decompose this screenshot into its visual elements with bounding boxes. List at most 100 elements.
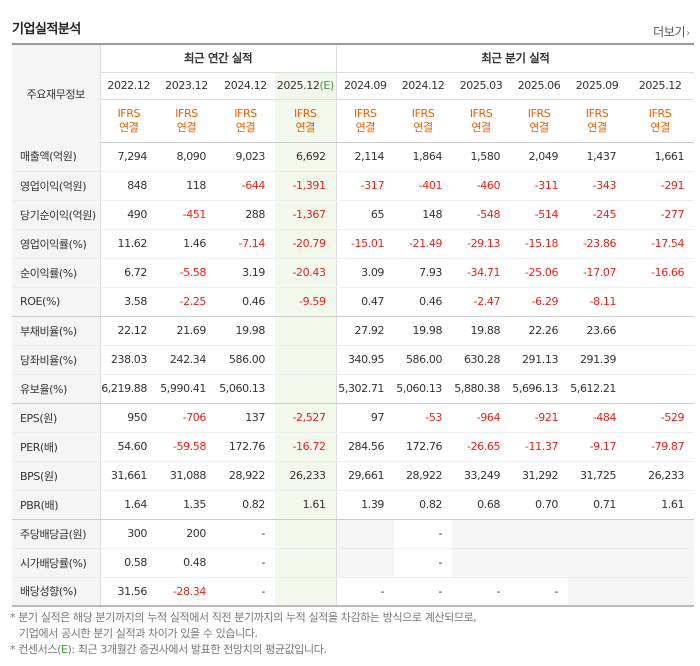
table-cell [275, 316, 337, 346]
table-cell: 5,060.13 [216, 374, 275, 404]
table-cell: 1.39 [335, 490, 395, 520]
table-cell: -20.43 [275, 258, 337, 288]
table-cell [626, 548, 695, 578]
period-label: 2022.12 [107, 79, 151, 92]
table-cell: 1,437 [568, 142, 627, 172]
ifrs-label: IFRS [411, 106, 435, 120]
ifrs-label: IFRS [353, 106, 377, 120]
ifrs-header: IFRS 연결 [335, 99, 395, 143]
table-cell: -2.25 [157, 287, 216, 317]
table-cell [626, 374, 695, 404]
consolidated-label: 연결 [235, 120, 256, 134]
row-label: 매출액(억원) [12, 142, 100, 172]
table-cell: 31,088 [157, 461, 216, 491]
table-cell: 118 [157, 171, 216, 201]
table-row: PER(배) 54.60 -59.58 172.76 -16.72 284.56 172.7… [12, 432, 695, 462]
table-cell: 0.82 [216, 490, 275, 520]
row-label: PBR(배) [12, 490, 100, 520]
table-cell: - [510, 577, 569, 607]
row-label: 영업이익률(%) [12, 229, 100, 259]
table-row: 주당배당금(원) 300 200- - [12, 519, 695, 549]
table-cell: 26,233 [626, 461, 695, 491]
table-cell: -26.65 [452, 432, 511, 462]
table-cell: 23.66 [568, 316, 627, 346]
table-cell: - [394, 548, 453, 578]
table-cell: -9.17 [568, 432, 627, 462]
table-cell: -514 [510, 200, 569, 230]
table-cell: 5,302.71 [335, 374, 395, 404]
table-cell: 28,922 [216, 461, 275, 491]
table-cell: 0.70 [510, 490, 569, 520]
table-cell: -34.71 [452, 258, 511, 288]
period-header: 2025.06 [510, 72, 569, 100]
table-cell: -17.07 [568, 258, 627, 288]
table-cell: 172.76 [216, 432, 275, 462]
table-cell: -451 [157, 200, 216, 230]
table-cell: 848 [99, 171, 157, 201]
more-link[interactable]: 더보기› [653, 23, 690, 40]
table-cell: 0.71 [568, 490, 627, 520]
table-cell: -6.29 [510, 287, 569, 317]
table-cell: 3.19 [216, 258, 275, 288]
footnote-1: * 분기 실적은 해당 분기까지의 누적 실적에서 직전 분기까지의 누적 실적… [10, 611, 477, 624]
more-label[interactable]: 더보기 [653, 25, 686, 39]
table-cell: 300 [99, 519, 157, 549]
table-cell: -7.14 [216, 229, 275, 259]
table-cell: 630.28 [452, 345, 511, 375]
table-cell: 148 [394, 200, 453, 230]
table-cell: 27.92 [335, 316, 395, 346]
table-cell: 284.56 [335, 432, 395, 462]
table-cell: 288 [216, 200, 275, 230]
table-cell: -1,391 [275, 171, 337, 201]
period-header: 2024.09 [335, 72, 395, 100]
ifrs-header: IFRS 연결 [452, 99, 511, 143]
table-cell: -2,527 [275, 403, 337, 433]
chevron-right-icon[interactable]: › [686, 28, 690, 39]
table-cell: -8.11 [568, 287, 627, 317]
table-row: BPS(원) 31,661 31,088 28,922 26,233 29,661 28,9… [12, 461, 695, 491]
consolidated-label: 연결 [413, 120, 433, 134]
table-cell: -53 [394, 403, 453, 433]
ifrs-label: IFRS [648, 106, 672, 120]
footnote-3-prefix: * 컨센서스( [10, 643, 61, 656]
table-row: ROE(%) 3.58 -2.25 0.46 -9.59 0.47 0.46 -2.47 -6.… [12, 287, 695, 317]
footnote-2: 기업에서 공시한 분기 실적과 차이가 있을 수 있습니다. [19, 627, 258, 640]
ifrs-header: IFRS 연결 [99, 99, 157, 143]
table-cell: 21.69 [157, 316, 216, 346]
table-cell: 7.93 [394, 258, 453, 288]
table-cell: 291.13 [510, 345, 569, 375]
table-cell: - [394, 519, 453, 549]
ifrs-header: IFRS 연결 [157, 99, 216, 143]
ifrs-header: IFRS 연결 [275, 99, 337, 143]
table-cell: -2.47 [452, 287, 511, 317]
table-cell: 31,725 [568, 461, 627, 491]
consolidated-label: 연결 [529, 120, 549, 134]
table-cell: -311 [510, 171, 569, 201]
table-row: 매출액(억원) 7,294 8,090 9,023 6,692 2,114 1,864 1,5… [12, 142, 695, 172]
table-row: 당좌비율(%) 238.03 242.34 586.00 340.95 586.00 630… [12, 345, 695, 375]
period-header: 2025.09 [568, 72, 627, 100]
table-cell: - [335, 577, 395, 607]
table-cell: 31,292 [510, 461, 569, 491]
period-header: 2025.03 [452, 72, 511, 100]
consolidated-label: 연결 [295, 120, 316, 134]
period-label: 2025.12 [276, 79, 320, 92]
ifrs-label: IFRS [469, 106, 493, 120]
consolidated-label: 연결 [587, 120, 607, 134]
table-cell: 7,294 [99, 142, 157, 172]
table-cell [275, 519, 337, 549]
period-label: 2025.06 [517, 79, 561, 92]
table-cell: -59.58 [157, 432, 216, 462]
table-cell [568, 519, 627, 549]
period-header: 2025.12 [626, 72, 695, 100]
table-cell [626, 519, 695, 549]
table-cell: 3.58 [99, 287, 157, 317]
period-header: 2024.12 [394, 72, 453, 100]
table-cell: 0.46 [394, 287, 453, 317]
consolidated-label: 연결 [650, 120, 670, 134]
period-header: 2025.12(E) [275, 72, 337, 100]
row-label: 배당성향(%) [12, 577, 100, 607]
estimate-suffix: (E) [319, 79, 334, 92]
row-label: 부채비율(%) [12, 316, 100, 346]
estimate-mark: E [60, 643, 68, 656]
